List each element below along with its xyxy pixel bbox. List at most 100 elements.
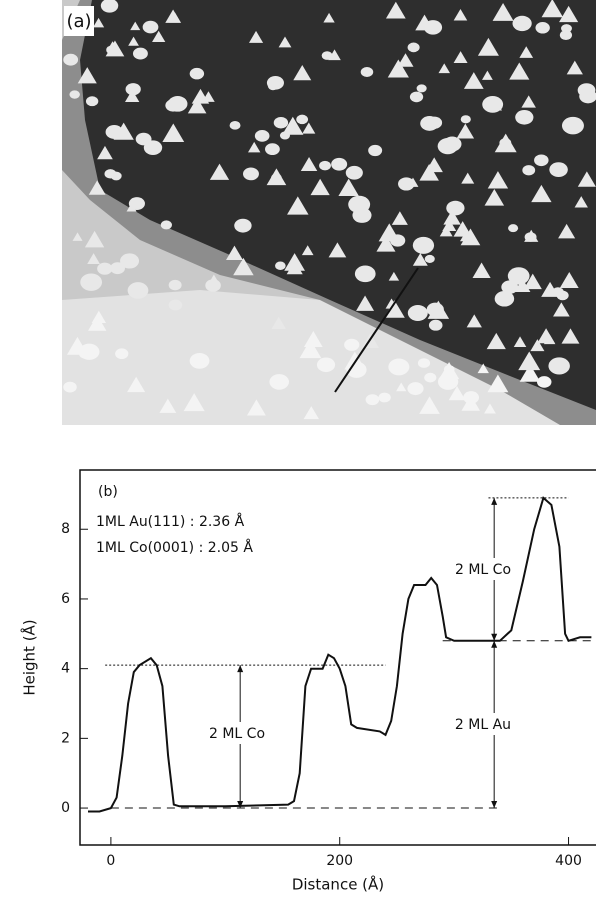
island	[266, 168, 287, 186]
island	[419, 396, 440, 414]
island	[463, 72, 484, 89]
annotation: 2 ML Au	[455, 717, 511, 733]
island	[548, 357, 570, 375]
annotation: 2 ML Co	[455, 562, 511, 578]
island	[97, 145, 113, 160]
island	[273, 116, 289, 129]
island	[558, 223, 576, 239]
island	[229, 120, 241, 130]
island	[226, 245, 243, 261]
island	[84, 230, 105, 248]
island	[472, 262, 491, 278]
island	[574, 196, 588, 208]
island	[127, 376, 146, 393]
island	[91, 310, 107, 324]
island	[535, 22, 550, 34]
island	[439, 225, 453, 237]
island	[233, 257, 254, 276]
island	[80, 273, 103, 291]
island	[494, 290, 515, 307]
island	[477, 37, 499, 56]
island	[461, 394, 480, 411]
island	[519, 46, 534, 58]
island	[460, 228, 481, 246]
island	[426, 302, 444, 317]
label-bg	[195, 722, 277, 744]
island	[453, 221, 472, 237]
island	[207, 274, 221, 285]
island	[561, 328, 580, 344]
y-tick-label: 2	[61, 730, 70, 746]
island	[415, 14, 434, 31]
island	[425, 157, 443, 173]
island	[275, 261, 286, 270]
island	[143, 140, 163, 156]
island	[345, 165, 363, 180]
island	[168, 299, 183, 311]
x-tick-label: 400	[555, 853, 582, 869]
island	[437, 138, 458, 155]
island	[189, 67, 205, 80]
island	[460, 115, 471, 124]
island	[424, 254, 435, 263]
island	[385, 1, 406, 19]
island	[407, 304, 428, 321]
island	[492, 3, 514, 21]
island	[531, 184, 552, 203]
note: 1ML Au(111) : 2.36 Å	[96, 513, 245, 530]
island	[566, 60, 583, 75]
island	[105, 125, 123, 139]
island	[509, 62, 530, 80]
island	[293, 64, 312, 81]
island	[438, 63, 451, 74]
label-bg	[442, 713, 524, 735]
profile-chart: 0 2 4 6 8 0 200 400 Distance (Å) Height (Å) (b) 1ML…	[20, 469, 596, 894]
axes-frame	[79, 469, 596, 846]
island	[412, 236, 435, 254]
island	[365, 394, 380, 406]
island	[507, 267, 530, 285]
island	[524, 232, 537, 242]
island	[87, 253, 100, 264]
island	[72, 232, 83, 241]
island	[348, 195, 371, 214]
island	[187, 97, 207, 114]
island	[254, 129, 270, 142]
island	[160, 220, 172, 230]
upper-terrace	[80, 0, 596, 410]
island	[396, 382, 407, 392]
island	[331, 157, 348, 171]
profile-line	[334, 267, 419, 393]
stm-image: (a)	[62, 0, 596, 425]
island	[407, 42, 420, 53]
island	[296, 114, 309, 125]
island	[419, 164, 439, 181]
island	[389, 234, 406, 247]
island	[63, 53, 79, 66]
island	[63, 381, 77, 393]
island	[494, 133, 517, 153]
island	[269, 374, 289, 390]
island	[282, 116, 304, 135]
island	[209, 163, 230, 180]
island	[518, 351, 541, 371]
island	[453, 9, 468, 21]
island	[246, 399, 266, 416]
island	[321, 51, 333, 60]
island	[77, 67, 97, 84]
island	[397, 53, 414, 67]
island	[115, 348, 129, 360]
island	[559, 5, 579, 23]
island	[534, 154, 549, 167]
island	[512, 15, 532, 32]
island	[487, 374, 509, 393]
island	[398, 177, 415, 191]
island	[409, 91, 424, 103]
island	[128, 36, 139, 46]
x-tick-label: 200	[326, 853, 353, 869]
island	[388, 358, 410, 376]
note: 1ML Co(0001) : 2.05 Å	[96, 539, 253, 556]
island	[537, 376, 552, 388]
island	[287, 196, 309, 215]
